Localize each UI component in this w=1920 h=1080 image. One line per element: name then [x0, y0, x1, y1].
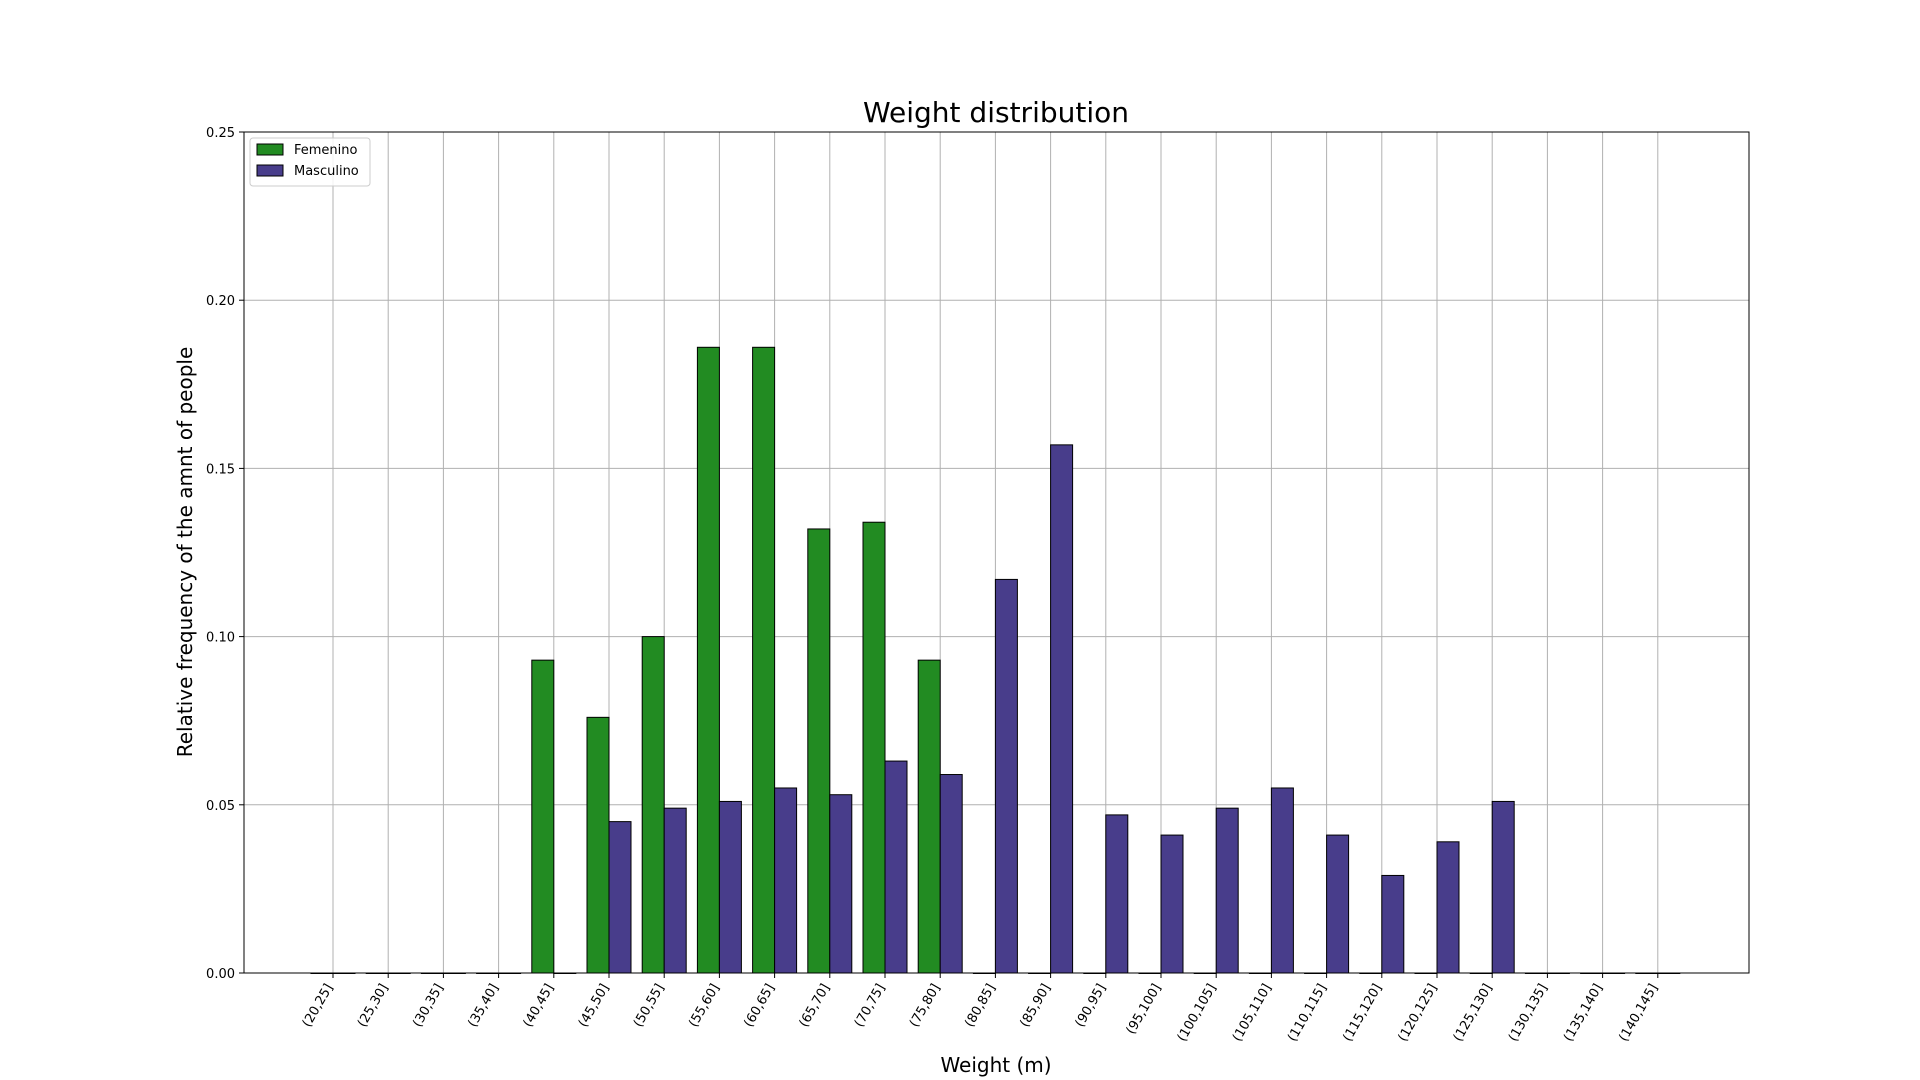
- bar-masculino-7: [718, 800, 742, 974]
- bar-masculino-21: [1491, 800, 1515, 974]
- x-tick-label: (100,105]: [1175, 982, 1220, 1045]
- x-tick-label: (115,120]: [1340, 982, 1385, 1045]
- bar-masculino-18: [1326, 834, 1350, 974]
- x-tick-label: (30,35]: [410, 982, 447, 1031]
- bar-femenino-4: [531, 659, 555, 974]
- bar-masculino-15: [1160, 834, 1184, 974]
- legend: Femenino Masculino: [249, 137, 371, 187]
- y-tick-label: 0.05: [206, 799, 235, 814]
- x-tick-label: (95,100]: [1124, 982, 1165, 1038]
- x-tick-label: (60,65]: [741, 982, 778, 1031]
- bar-femenino-7: [696, 346, 720, 974]
- y-axis-label: Relative frequency of the amnt of people: [173, 347, 197, 758]
- y-tick-label: 0.10: [206, 631, 235, 646]
- y-tick-label: 0.15: [206, 462, 235, 477]
- bar-masculino-17: [1270, 787, 1294, 974]
- x-tick-label: (125,130]: [1451, 982, 1496, 1045]
- y-tick-label: 0.25: [206, 126, 235, 141]
- x-tick-label: (25,30]: [355, 982, 392, 1031]
- plot-frame: [243, 131, 1750, 974]
- x-axis-label: Weight (m): [940, 1053, 1051, 1077]
- bar-masculino-13: [1050, 444, 1074, 974]
- bars: [310, 346, 1681, 974]
- x-tick-label: (75,80]: [907, 982, 944, 1031]
- x-axis-ticks: (20,25] (25,30] (30,35] (35,40] (40,45] (45,5…: [300, 973, 1661, 1044]
- bar-masculino-20: [1436, 841, 1460, 974]
- y-tick-label: 0.00: [206, 967, 235, 982]
- x-tick-label: (20,25]: [300, 982, 337, 1031]
- x-tick-label: (35,40]: [465, 982, 502, 1031]
- x-tick-label: (70,75]: [852, 982, 889, 1031]
- x-tick-label: (105,110]: [1230, 982, 1275, 1045]
- bar-femenino-5: [586, 716, 610, 974]
- x-tick-label: (50,55]: [631, 982, 668, 1031]
- legend-label-femenino: Femenino: [294, 143, 358, 158]
- bar-masculino-12: [994, 578, 1018, 974]
- x-tick-label: (140,145]: [1616, 982, 1661, 1045]
- x-tick-label: (55,60]: [686, 982, 723, 1031]
- bar-masculino-6: [663, 807, 687, 974]
- y-axis-ticks: 0.00 0.05 0.10 0.15 0.20 0.25: [206, 126, 244, 982]
- bar-masculino-19: [1381, 874, 1405, 974]
- bar-masculino-11: [939, 774, 963, 974]
- legend-swatch-masculino: [256, 164, 284, 177]
- legend-swatch-femenino: [256, 143, 284, 156]
- bar-femenino-6: [641, 636, 665, 974]
- x-tick-label: (85,90]: [1017, 982, 1054, 1031]
- bar-masculino-8: [774, 787, 798, 974]
- x-tick-label: (65,70]: [797, 982, 834, 1031]
- chart-title: Weight distribution: [863, 96, 1129, 129]
- bar-masculino-16: [1215, 807, 1239, 974]
- bar-masculino-10: [884, 760, 908, 974]
- x-tick-label: (45,50]: [576, 982, 613, 1031]
- legend-label-masculino: Masculino: [294, 164, 359, 179]
- bar-masculino-9: [829, 794, 853, 974]
- bar-femenino-11: [917, 659, 941, 974]
- y-tick-label: 0.20: [206, 294, 235, 309]
- x-tick-label: (90,95]: [1073, 982, 1110, 1031]
- x-tick-label: (80,85]: [962, 982, 999, 1031]
- x-tick-label: (120,125]: [1396, 982, 1441, 1045]
- bar-femenino-8: [752, 346, 776, 974]
- bar-femenino-9: [807, 528, 831, 974]
- x-tick-label: (110,115]: [1285, 982, 1330, 1045]
- bar-masculino-5: [608, 821, 632, 974]
- x-tick-label: (130,135]: [1506, 982, 1551, 1045]
- bar-femenino-10: [862, 521, 886, 974]
- bar-masculino-14: [1105, 814, 1129, 974]
- x-tick-label: (135,140]: [1561, 982, 1606, 1045]
- x-tick-label: (40,45]: [521, 982, 558, 1031]
